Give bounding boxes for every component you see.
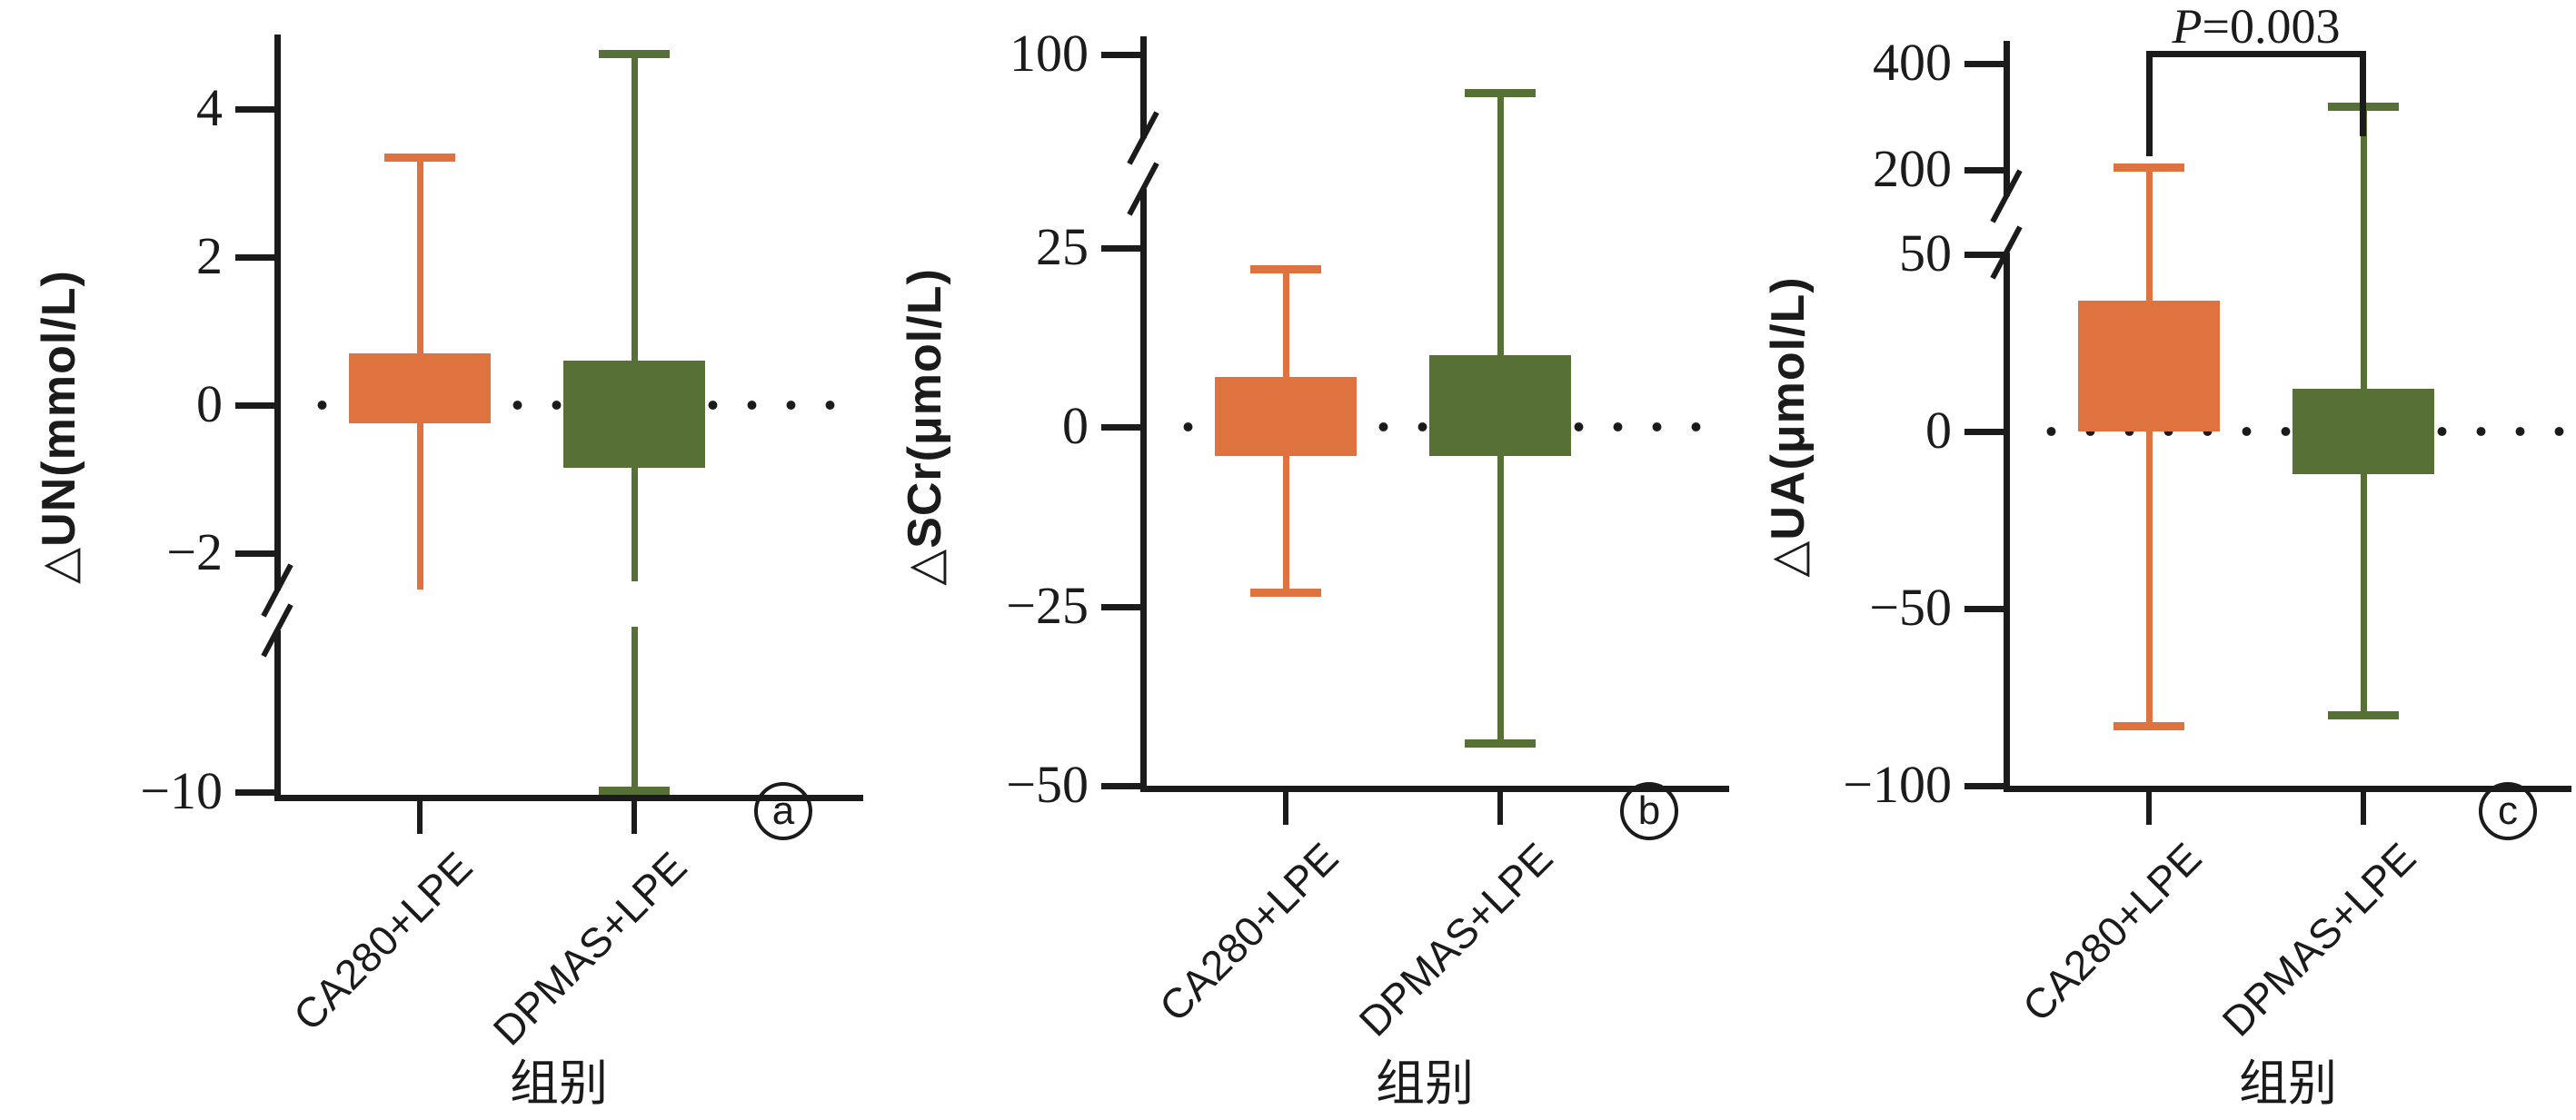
p-value-symbol: P bbox=[2172, 0, 2203, 54]
y-tick-label: 4 bbox=[196, 78, 223, 137]
y-tick-label: 0 bbox=[196, 374, 223, 433]
y-axis-label: △SCr(μmol/L) bbox=[899, 268, 951, 586]
y-axis-lower-segment bbox=[274, 630, 281, 801]
y-tick-label: 400 bbox=[1873, 33, 1952, 92]
whisker-cap-low-dpmas-lpe bbox=[599, 786, 670, 795]
whisker-cap-low-dpmas-lpe bbox=[2328, 711, 2399, 719]
y-tick bbox=[235, 550, 277, 557]
y-tick bbox=[1964, 429, 2006, 435]
x-tick bbox=[417, 801, 423, 834]
significance-bracket-bar bbox=[2146, 51, 2366, 57]
x-axis-label: 组别 bbox=[510, 1056, 608, 1111]
y-tick bbox=[1101, 52, 1143, 58]
y-tick-label: −50 bbox=[1869, 578, 1952, 637]
panel-letter: a bbox=[754, 782, 812, 840]
p-value-number: =0.003 bbox=[2202, 0, 2341, 54]
box-dpmas-lpe bbox=[563, 361, 705, 469]
whisker-high-dpmas-lpe bbox=[2360, 105, 2367, 390]
y-tick-label: −2 bbox=[166, 522, 223, 581]
panel-letter: c bbox=[2479, 782, 2537, 840]
whisker-high-ca280-lpe bbox=[1282, 269, 1289, 377]
y-tick bbox=[1964, 606, 2006, 612]
whisker-low-ca280-lpe bbox=[2145, 431, 2153, 726]
whisker-cap-high-ca280-lpe bbox=[1250, 265, 1321, 274]
y-tick bbox=[235, 254, 277, 261]
y-tick bbox=[1964, 783, 2006, 789]
y-axis-lower-segment bbox=[1139, 189, 1147, 792]
box-ca280-lpe bbox=[1215, 376, 1357, 456]
y-tick-label: 200 bbox=[1873, 139, 1952, 198]
significance-bracket-right-leg bbox=[2360, 51, 2366, 136]
x-tick bbox=[2361, 792, 2366, 825]
y-tick bbox=[1101, 783, 1143, 789]
whisker-cap-high-ca280-lpe bbox=[2114, 164, 2184, 173]
x-axis bbox=[2003, 786, 2571, 792]
p-value-label: P=0.003 bbox=[2074, 0, 2438, 55]
x-tick bbox=[1283, 792, 1288, 825]
y-tick-label: −25 bbox=[1006, 575, 1089, 635]
y-tick bbox=[235, 789, 277, 796]
whisker-high-dpmas-lpe bbox=[1497, 93, 1504, 355]
x-tick bbox=[1497, 792, 1503, 825]
x-tick bbox=[632, 801, 637, 834]
x-axis-label: 组别 bbox=[2239, 1056, 2337, 1111]
box-ca280-lpe bbox=[2078, 300, 2220, 431]
whisker-low-dpmas-lpe bbox=[2360, 473, 2367, 715]
whisker-high-ca280-lpe bbox=[2145, 167, 2153, 301]
y-tick-label: −100 bbox=[1843, 755, 1952, 814]
whisker-cap-low-ca280-lpe bbox=[2114, 721, 2184, 730]
x-tick bbox=[2146, 792, 2152, 825]
y-tick-label: −10 bbox=[140, 761, 223, 820]
y-axis-upper-segment bbox=[2003, 41, 2010, 196]
whisker-low-ca280-lpe bbox=[416, 423, 423, 590]
significance-bracket-left-leg bbox=[2146, 51, 2153, 156]
x-axis-label: 组别 bbox=[1376, 1056, 1474, 1111]
y-axis-lower-segment bbox=[2003, 253, 2010, 792]
whisker-cap-high-dpmas-lpe bbox=[599, 49, 670, 58]
whisker-low-dpmas-lpe bbox=[1497, 455, 1504, 743]
y-tick-label: 25 bbox=[1036, 216, 1089, 276]
whisker-low-continued-dpmas-lpe bbox=[631, 627, 638, 790]
y-axis-label: △UN(mmol/L) bbox=[33, 270, 85, 584]
whisker-high-dpmas-lpe bbox=[631, 53, 638, 362]
y-tick-label: 100 bbox=[1010, 24, 1089, 83]
whisker-cap-low-ca280-lpe bbox=[1250, 588, 1321, 597]
y-tick bbox=[1964, 252, 2006, 258]
box-dpmas-lpe bbox=[1429, 355, 1571, 456]
y-tick bbox=[1101, 244, 1143, 252]
y-tick-label: 50 bbox=[1899, 223, 1952, 282]
y-tick bbox=[235, 402, 277, 409]
x-axis bbox=[1139, 786, 1729, 792]
y-tick-label: 0 bbox=[1062, 396, 1089, 455]
whisker-low-ca280-lpe bbox=[1282, 455, 1289, 592]
whisker-cap-high-dpmas-lpe bbox=[1465, 89, 1536, 98]
whisker-high-ca280-lpe bbox=[416, 156, 423, 353]
y-tick bbox=[1101, 603, 1143, 610]
box-ca280-lpe bbox=[349, 352, 491, 424]
y-tick bbox=[1964, 167, 2006, 173]
whisker-low-dpmas-lpe bbox=[631, 468, 638, 581]
y-tick bbox=[1964, 61, 2006, 67]
y-tick-label: 0 bbox=[1925, 401, 1952, 460]
whisker-cap-low-dpmas-lpe bbox=[1465, 738, 1536, 748]
y-tick bbox=[1101, 424, 1143, 431]
y-tick-label: −50 bbox=[1006, 755, 1089, 814]
y-axis-upper-segment bbox=[274, 35, 281, 590]
x-axis bbox=[274, 795, 863, 801]
y-tick-label: 2 bbox=[196, 226, 223, 285]
y-tick bbox=[235, 106, 277, 113]
y-axis-upper-segment bbox=[1139, 36, 1147, 138]
y-axis-label: △UA(μmol/L) bbox=[1762, 276, 1815, 578]
whisker-cap-high-ca280-lpe bbox=[384, 153, 455, 162]
panel-letter: b bbox=[1620, 782, 1678, 840]
box-dpmas-lpe bbox=[2293, 389, 2434, 474]
